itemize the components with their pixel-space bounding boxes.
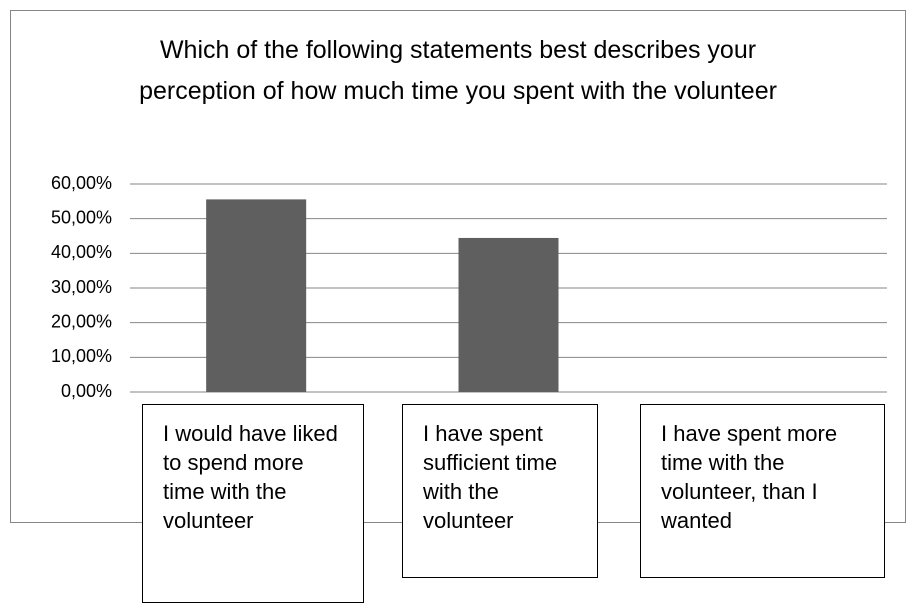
y-tick-label: 40,00% (51, 242, 112, 262)
bar (206, 199, 307, 392)
bar (458, 237, 559, 392)
y-tick-label: 50,00% (51, 207, 112, 227)
y-tick-label: 10,00% (51, 346, 112, 366)
y-tick-label: 30,00% (51, 277, 112, 297)
chart-title: Which of the following statements best d… (139, 36, 777, 105)
y-tick-label: 60,00% (51, 173, 112, 193)
y-tick-label: 20,00% (51, 311, 112, 331)
x-tick-label: I would have liked to spend more time wi… (142, 404, 364, 603)
y-tick-label: 0,00% (61, 381, 112, 401)
x-tick-label: I have spent sufficient time with the vo… (402, 404, 598, 578)
x-tick-label: I have spent more time with the voluntee… (640, 404, 885, 578)
